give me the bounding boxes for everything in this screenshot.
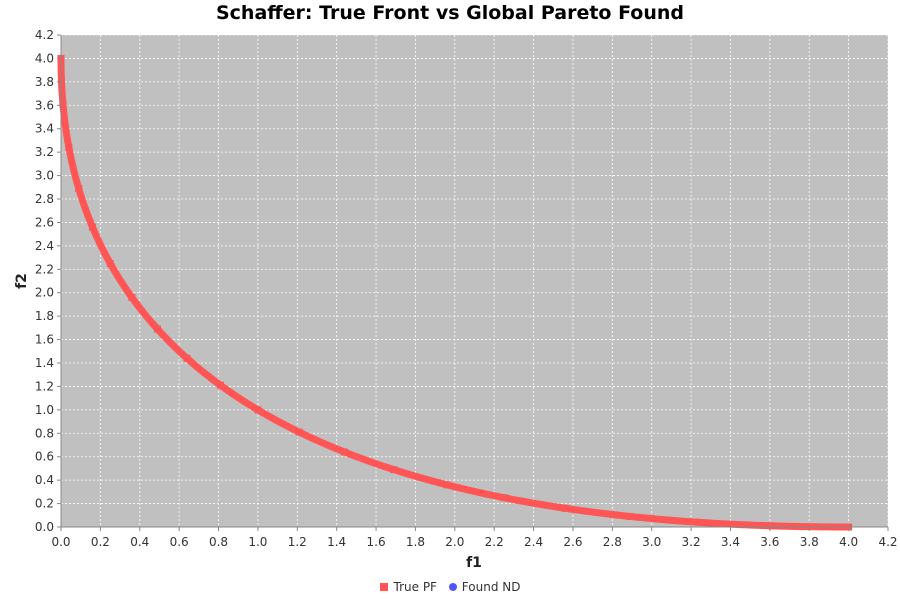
true-pf-point: [500, 494, 508, 502]
x-tick-label: 0.6: [170, 535, 189, 549]
x-axis-label: f1: [466, 555, 482, 571]
legend-item-found-nd: Found ND: [448, 580, 521, 594]
x-tick-label: 2.8: [603, 535, 622, 549]
y-tick-label: 2.6: [35, 215, 54, 229]
true-pf-point: [695, 518, 703, 526]
true-pf-point: [89, 223, 97, 231]
chart-title: Schaffer: True Front vs Global Pareto Fo…: [215, 2, 684, 24]
y-tick-label: 0.2: [35, 497, 54, 511]
x-tick-label: 2.2: [485, 535, 504, 549]
y-tick-label: 3.0: [35, 169, 54, 183]
y-tick-label: 4.2: [35, 28, 54, 42]
x-tick-label: 3.4: [721, 535, 740, 549]
y-tick-label: 1.8: [35, 309, 54, 323]
true-pf-point: [561, 504, 569, 512]
x-tick-label: 4.0: [839, 535, 858, 549]
y-axis-label: f2: [14, 273, 30, 289]
x-tick-label: 3.0: [642, 535, 661, 549]
legend-swatch-found-nd: [448, 583, 457, 591]
y-tick-label: 3.2: [35, 145, 54, 159]
x-tick-label: 0.2: [91, 535, 110, 549]
true-pf-point: [254, 406, 262, 414]
y-tick-label: 2.2: [35, 262, 54, 276]
x-tick-label: 0.8: [209, 535, 228, 549]
y-tick-label: 1.6: [35, 333, 54, 347]
x-tick-label: 1.8: [406, 535, 425, 549]
true-pf-point: [75, 184, 83, 192]
y-tick-label: 2.0: [35, 286, 54, 300]
y-tick-label: 3.8: [35, 75, 54, 89]
y-tick-label: 1.4: [35, 356, 54, 370]
y-tick-label: 3.6: [35, 98, 54, 112]
true-pf-point: [128, 293, 136, 301]
y-tick-label: 0.6: [35, 450, 54, 464]
true-pf-point: [295, 428, 303, 436]
x-tick-label: 3.8: [800, 535, 819, 549]
true-pf-point: [153, 325, 161, 333]
y-tick-label: 2.8: [35, 192, 54, 206]
legend-label-found-nd: Found ND: [461, 580, 521, 594]
y-tick-label: 3.4: [35, 122, 54, 136]
x-tick-label: 4.2: [878, 535, 897, 549]
x-tick-label: 1.0: [248, 535, 267, 549]
true-pf-point: [65, 143, 73, 151]
y-tick-label: 1.2: [35, 379, 54, 393]
y-tick-label: 1.0: [35, 403, 54, 417]
true-pf-point: [59, 100, 67, 108]
y-tick-label: 0.8: [35, 426, 54, 440]
true-pf-point: [106, 259, 114, 267]
legend-swatch-true-pf: [379, 583, 388, 591]
y-tick-label: 0.4: [35, 473, 54, 487]
x-tick-label: 2.6: [563, 535, 582, 549]
y-tick-label: 4.0: [35, 51, 54, 65]
plot-area: [61, 35, 888, 527]
y-tick-label: 2.4: [35, 239, 54, 253]
x-tick-label: 0.0: [51, 535, 70, 549]
y-tick-label: 0.0: [35, 520, 54, 534]
true-pf-point: [216, 381, 224, 389]
x-tick-label: 2.0: [445, 535, 464, 549]
legend-label-true-pf: True PF: [393, 580, 437, 594]
legend: True PF Found ND: [0, 580, 900, 594]
true-pf-point: [768, 522, 776, 530]
x-tick-label: 2.4: [524, 535, 543, 549]
true-pf-point: [626, 512, 634, 520]
x-tick-label: 1.6: [367, 535, 386, 549]
true-pf-point: [183, 354, 191, 362]
true-pf-point: [443, 481, 451, 489]
true-pf-point: [390, 466, 398, 474]
x-tick-label: 1.2: [288, 535, 307, 549]
x-tick-label: 0.4: [130, 535, 149, 549]
x-tick-label: 3.6: [760, 535, 779, 549]
legend-item-true-pf: True PF: [379, 580, 437, 594]
x-tick-label: 3.2: [682, 535, 701, 549]
true-pf-point: [341, 448, 349, 456]
x-tick-label: 1.4: [327, 535, 346, 549]
